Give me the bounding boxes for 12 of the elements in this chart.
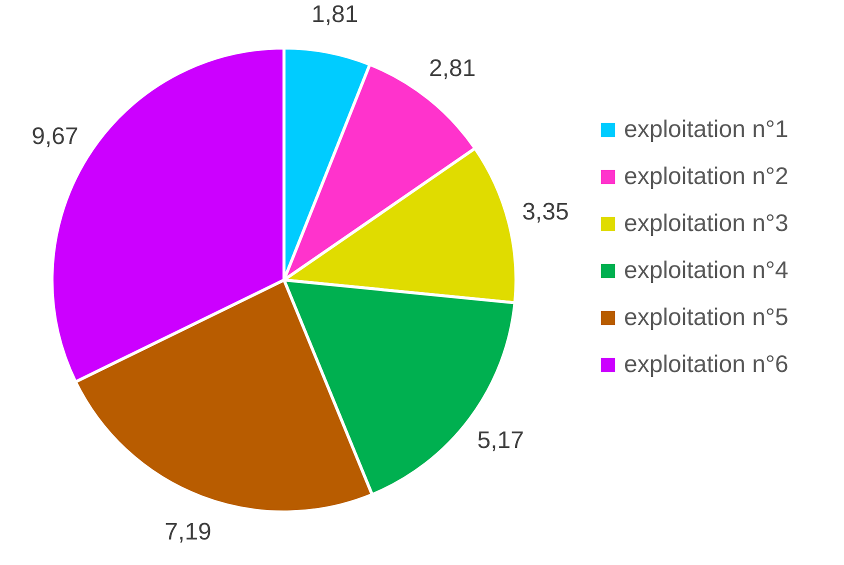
data-label: 1,81	[312, 0, 358, 28]
data-label: 7,19	[164, 518, 212, 546]
data-label: 5,17	[477, 427, 524, 454]
data-label: 3,35	[522, 198, 569, 226]
legend-label: exploitation n°5	[624, 304, 788, 331]
legend-label: exploitation n°6	[624, 351, 788, 378]
legend-label: exploitation n°2	[624, 163, 788, 190]
legend-label: exploitation n°4	[624, 257, 788, 284]
legend-label: exploitation n°3	[624, 210, 788, 237]
data-label: 9,67	[32, 123, 78, 150]
data-label: 2,81	[429, 54, 476, 82]
legend-label: exploitation n°1	[624, 116, 788, 143]
